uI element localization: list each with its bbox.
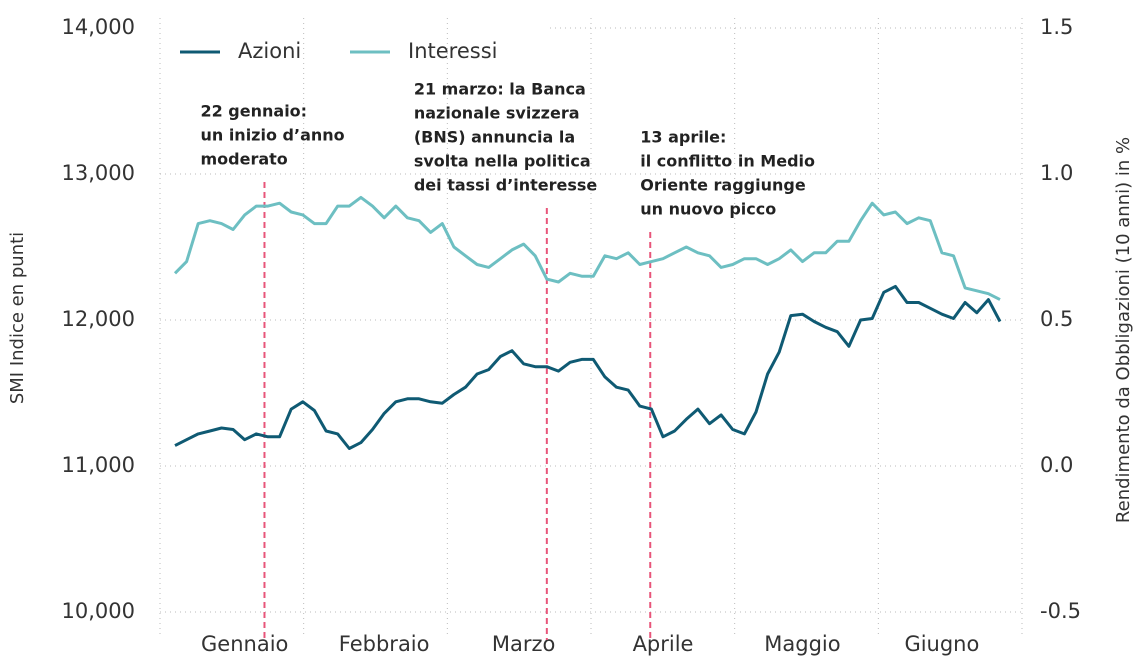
y2-tick-label: 0.5 [1040, 307, 1073, 331]
annotation-text: 22 gennaio: [200, 102, 307, 121]
annotation-text: Oriente raggiunge [640, 176, 806, 195]
line-series [173, 195, 1001, 301]
annotation-text: un nuovo picco [640, 200, 776, 219]
x-tick-label: Marzo [492, 632, 556, 656]
x-tick-label: Gennaio [201, 632, 288, 656]
y2-tick-label: 0.0 [1040, 453, 1073, 477]
annotation-text: un inizio d’anno [200, 126, 344, 145]
x-tick-label: Maggio [764, 632, 840, 656]
annotation-text: il conflitto in Medio [640, 152, 815, 171]
y-tick-label: 10,000 [62, 599, 135, 623]
y2-tick-label: -0.5 [1040, 599, 1081, 623]
x-tick-label: Giugno [904, 632, 979, 656]
y2-tick-label: 1.5 [1040, 15, 1073, 39]
legend-label: Azioni [238, 39, 301, 63]
y-tick-label: 13,000 [62, 161, 135, 185]
annotation-text: (BNS) annuncia la [414, 128, 575, 147]
legend-label: Interessi [408, 39, 497, 63]
x-tick-label: Aprile [633, 632, 694, 656]
annotation-text: dei tassi d’interesse [414, 176, 598, 195]
annotation-text: svolta nella politica [414, 152, 591, 171]
annotation-text: 21 marzo: la Banca [414, 80, 586, 99]
x-tick-label: Febbraio [339, 632, 430, 656]
y-tick-label: 11,000 [62, 453, 135, 477]
line-series [174, 284, 1002, 450]
y-tick-label: 14,000 [62, 15, 135, 39]
y2-axis-title: Rendimento da Obbligazioni (10 anni) in … [1113, 137, 1134, 523]
y-axis-title: SMI Indice en punti [7, 232, 28, 404]
annotation-text: nazionale svizzera [414, 104, 580, 123]
annotation-text: 13 aprile: [640, 128, 726, 147]
y2-tick-label: 1.0 [1040, 161, 1073, 185]
y-tick-label: 12,000 [62, 307, 135, 331]
annotation-text: moderato [200, 150, 287, 169]
